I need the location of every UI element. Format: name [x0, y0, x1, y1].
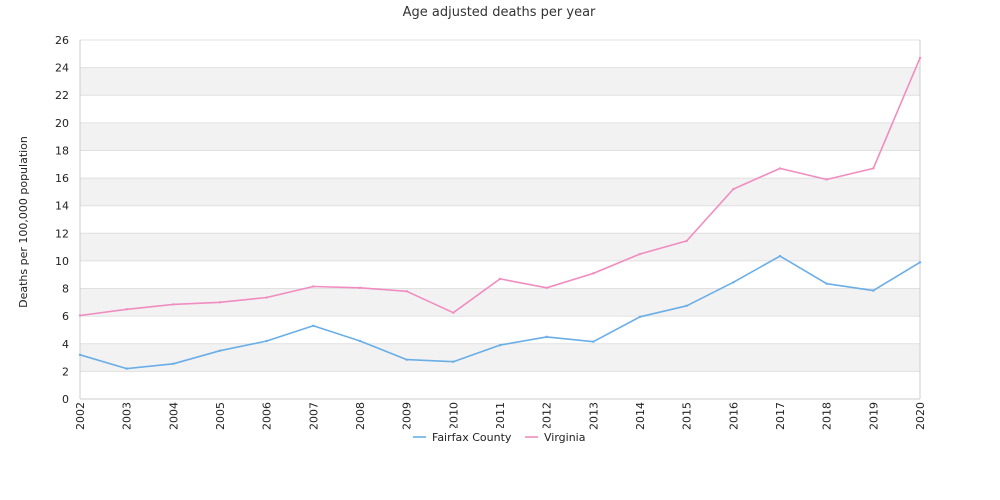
data-point: [265, 296, 268, 299]
x-tick-label: 2014: [634, 402, 647, 430]
chart-title: Age adjusted deaths per year: [403, 5, 596, 20]
x-tick-label: 2018: [821, 402, 834, 430]
data-point: [872, 167, 875, 170]
x-tick-label: 2011: [494, 402, 507, 430]
data-point: [405, 358, 408, 361]
x-tick-label: 2003: [121, 402, 134, 430]
data-point: [78, 353, 82, 357]
data-point: [312, 285, 315, 288]
grid-band: [80, 67, 920, 96]
data-point: [218, 301, 222, 304]
data-point: [172, 362, 175, 365]
x-tick-label: 2016: [727, 402, 740, 430]
x-tick-label: 2013: [587, 402, 600, 430]
grid-lines: [80, 39, 920, 400]
data-point: [265, 339, 268, 343]
data-point: [405, 290, 408, 293]
x-tick-label: 2020: [914, 402, 927, 430]
x-tick-label: 2008: [354, 402, 367, 430]
grid-bands: [80, 67, 920, 372]
series-layer: [78, 56, 922, 370]
data-point: [172, 303, 175, 306]
data-point: [638, 252, 642, 256]
data-point: [872, 289, 875, 292]
data-point: [918, 56, 922, 60]
data-point: [825, 178, 828, 181]
data-point: [452, 360, 455, 363]
grid-band: [80, 343, 920, 372]
x-tick-label: 2012: [541, 402, 554, 430]
y-tick-label: 12: [55, 227, 69, 240]
data-point: [125, 308, 128, 311]
data-point: [498, 343, 502, 347]
legend-label: Fairfax County: [432, 431, 512, 444]
data-point: [312, 324, 315, 328]
x-tick-label: 2017: [774, 402, 787, 430]
data-point: [732, 281, 735, 284]
data-point: [218, 349, 222, 352]
y-tick-label: 16: [55, 172, 69, 185]
data-point: [918, 261, 922, 264]
data-point: [825, 282, 828, 285]
y-tick-label: 22: [55, 89, 69, 102]
data-point: [778, 254, 782, 258]
y-tick-label: 24: [55, 62, 69, 75]
y-tick-label: 20: [55, 117, 69, 130]
data-point: [452, 311, 455, 314]
x-tick-label: 2019: [867, 402, 880, 430]
x-tick-label: 2015: [681, 402, 694, 430]
x-tick-label: 2005: [214, 402, 227, 430]
data-point: [685, 239, 688, 243]
data-point: [125, 367, 128, 370]
y-tick-label: 0: [62, 393, 69, 406]
data-point: [685, 304, 688, 307]
x-tick-label: 2004: [167, 402, 180, 430]
y-tick-label: 10: [55, 255, 69, 268]
y-tick-label: 14: [55, 200, 69, 213]
data-point: [545, 286, 548, 290]
data-point: [592, 340, 595, 343]
legend-item-background: [522, 428, 586, 444]
legend-item-background: [410, 428, 512, 444]
y-tick-label: 6: [62, 310, 69, 323]
y-axis-title: Deaths per 100,000 population: [17, 136, 30, 308]
y-tick-label: 8: [62, 283, 69, 296]
x-tick-label: 2007: [307, 402, 320, 430]
y-tick-label: 4: [62, 338, 69, 351]
y-tick-label: 26: [55, 34, 69, 47]
data-point: [358, 339, 362, 343]
legend: Fairfax County Virginia: [410, 428, 586, 444]
x-tick-label: 2006: [261, 402, 274, 430]
x-tick-label: 2009: [401, 402, 414, 430]
data-point: [358, 286, 362, 290]
legend-label: Virginia: [544, 431, 585, 444]
data-point: [732, 187, 735, 191]
data-point: [498, 277, 502, 281]
grid-band: [80, 178, 920, 206]
x-tick-label: 2010: [447, 402, 460, 430]
axes: [79, 40, 921, 400]
y-tick-label: 2: [62, 365, 69, 378]
y-tick-label: 18: [55, 144, 69, 157]
grid-band: [80, 233, 920, 261]
grid-band: [80, 122, 920, 151]
x-tick-label: 2002: [74, 402, 87, 430]
data-point: [778, 167, 782, 170]
x-tick-labels: 2002 2003 2004 2005 2006 2007 2008 2009 2010 2011…: [74, 402, 927, 430]
data-point: [78, 314, 82, 317]
data-point: [638, 315, 642, 319]
data-point: [545, 335, 548, 339]
data-point: [592, 272, 595, 275]
